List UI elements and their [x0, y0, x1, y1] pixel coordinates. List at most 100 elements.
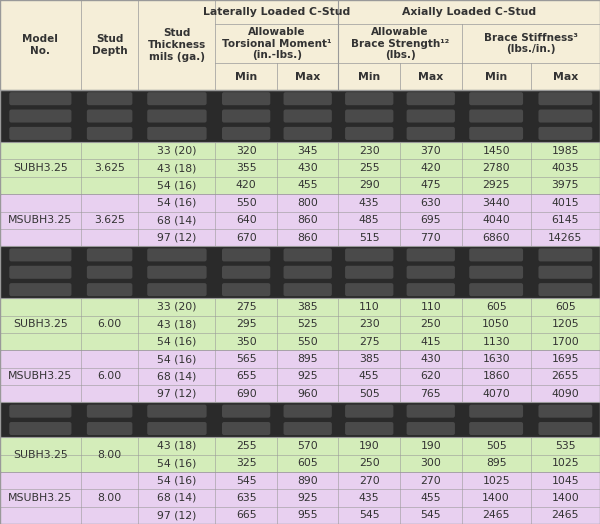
Bar	[0, 351, 600, 402]
Text: 545: 545	[359, 510, 380, 520]
Text: 485: 485	[359, 215, 380, 225]
Text: 8.00: 8.00	[97, 450, 122, 460]
FancyBboxPatch shape	[469, 283, 523, 296]
FancyBboxPatch shape	[222, 248, 271, 261]
Text: 2465: 2465	[482, 510, 510, 520]
Text: 670: 670	[236, 233, 257, 243]
FancyBboxPatch shape	[284, 248, 332, 261]
Text: 525: 525	[298, 319, 318, 330]
Bar	[0, 402, 600, 437]
Text: 97 (12): 97 (12)	[157, 510, 197, 520]
Text: 695: 695	[421, 215, 441, 225]
Text: 505: 505	[486, 441, 506, 451]
FancyBboxPatch shape	[147, 248, 206, 261]
FancyBboxPatch shape	[469, 127, 523, 140]
Text: 350: 350	[236, 337, 257, 347]
Text: 565: 565	[236, 354, 256, 364]
Text: 3975: 3975	[551, 180, 579, 191]
Text: 800: 800	[297, 198, 318, 208]
Text: 1400: 1400	[482, 493, 510, 503]
Text: Stud
Thickness
mils (ga.): Stud Thickness mils (ga.)	[148, 28, 206, 62]
Text: 33 (20): 33 (20)	[157, 146, 197, 156]
FancyBboxPatch shape	[345, 110, 394, 123]
Text: 1985: 1985	[551, 146, 579, 156]
FancyBboxPatch shape	[284, 127, 332, 140]
FancyBboxPatch shape	[222, 110, 271, 123]
Text: 455: 455	[298, 180, 318, 191]
Text: 535: 535	[555, 441, 575, 451]
Text: 1400: 1400	[551, 493, 579, 503]
FancyBboxPatch shape	[469, 248, 523, 261]
Text: SUBH3.25: SUBH3.25	[13, 450, 68, 460]
Text: 925: 925	[298, 372, 318, 381]
Text: 6145: 6145	[551, 215, 579, 225]
Text: 250: 250	[421, 319, 441, 330]
FancyBboxPatch shape	[345, 248, 394, 261]
Text: 605: 605	[298, 458, 318, 468]
Text: MSUBH3.25: MSUBH3.25	[8, 493, 73, 503]
Text: 1025: 1025	[482, 476, 510, 486]
FancyBboxPatch shape	[469, 405, 523, 418]
Text: 1695: 1695	[551, 354, 579, 364]
FancyBboxPatch shape	[538, 127, 592, 140]
Text: 655: 655	[236, 372, 256, 381]
Text: 1130: 1130	[482, 337, 510, 347]
Text: 230: 230	[359, 319, 380, 330]
Text: 275: 275	[359, 337, 380, 347]
FancyBboxPatch shape	[407, 283, 455, 296]
Text: 1450: 1450	[482, 146, 510, 156]
Text: Laterally Loaded C-Stud: Laterally Loaded C-Stud	[203, 7, 350, 17]
Text: 550: 550	[298, 337, 318, 347]
FancyBboxPatch shape	[407, 110, 455, 123]
Text: 620: 620	[421, 372, 441, 381]
FancyBboxPatch shape	[10, 248, 71, 261]
Text: 515: 515	[359, 233, 380, 243]
FancyBboxPatch shape	[538, 110, 592, 123]
Text: 4090: 4090	[551, 389, 579, 399]
FancyBboxPatch shape	[147, 92, 206, 105]
FancyBboxPatch shape	[147, 405, 206, 418]
FancyBboxPatch shape	[469, 266, 523, 279]
FancyBboxPatch shape	[407, 422, 455, 435]
Text: 385: 385	[298, 302, 318, 312]
FancyBboxPatch shape	[538, 248, 592, 261]
Text: 1025: 1025	[551, 458, 579, 468]
Text: 255: 255	[359, 163, 380, 173]
Text: Model
No.: Model No.	[22, 34, 58, 56]
Text: Allowable
Torsional Moment¹
(in.-lbs.): Allowable Torsional Moment¹ (in.-lbs.)	[222, 27, 332, 60]
Text: 895: 895	[486, 458, 506, 468]
FancyBboxPatch shape	[222, 127, 271, 140]
FancyBboxPatch shape	[87, 405, 133, 418]
Text: 3440: 3440	[482, 198, 510, 208]
Text: 2655: 2655	[551, 372, 579, 381]
Text: 605: 605	[555, 302, 576, 312]
FancyBboxPatch shape	[147, 283, 206, 296]
Text: 860: 860	[298, 215, 318, 225]
FancyBboxPatch shape	[10, 92, 71, 105]
FancyBboxPatch shape	[538, 422, 592, 435]
FancyBboxPatch shape	[222, 283, 271, 296]
FancyBboxPatch shape	[147, 266, 206, 279]
Text: 3.625: 3.625	[94, 163, 125, 173]
Text: 545: 545	[421, 510, 441, 520]
Text: 6860: 6860	[482, 233, 510, 243]
Text: 640: 640	[236, 215, 257, 225]
Text: 270: 270	[421, 476, 441, 486]
FancyBboxPatch shape	[284, 266, 332, 279]
FancyBboxPatch shape	[407, 266, 455, 279]
FancyBboxPatch shape	[469, 110, 523, 123]
Text: 97 (12): 97 (12)	[157, 389, 197, 399]
Text: 54 (16): 54 (16)	[157, 180, 197, 191]
Text: 1860: 1860	[482, 372, 510, 381]
Text: 550: 550	[236, 198, 257, 208]
Text: 33 (20): 33 (20)	[157, 302, 197, 312]
Text: 255: 255	[236, 441, 256, 451]
Text: 6.00: 6.00	[97, 319, 122, 330]
FancyBboxPatch shape	[469, 92, 523, 105]
Text: 860: 860	[298, 233, 318, 243]
FancyBboxPatch shape	[10, 283, 71, 296]
Text: 355: 355	[236, 163, 256, 173]
Bar	[0, 0, 600, 90]
Text: 2465: 2465	[551, 510, 579, 520]
Bar	[0, 472, 600, 524]
